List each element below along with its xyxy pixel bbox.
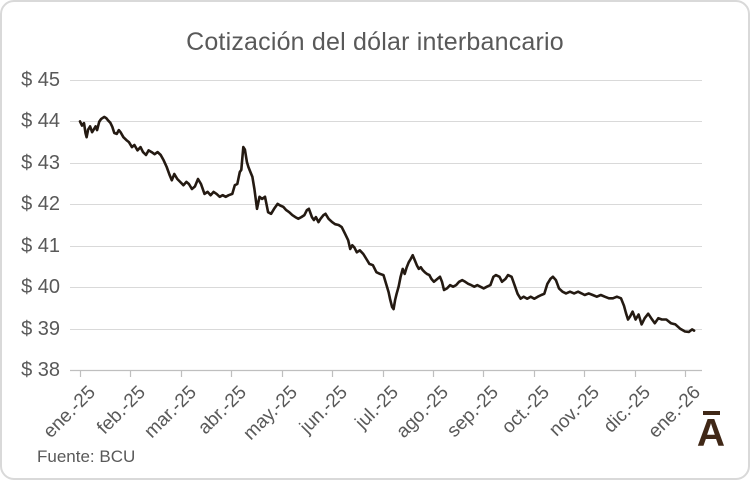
y-axis-label: $ 42 [21,193,60,216]
source-note: Fuente: BCU [37,447,136,466]
y-axis-label: $ 45 [21,69,60,91]
brand-logo: A [694,411,728,455]
y-axis-label: $ 38 [21,359,60,381]
y-axis-label: $ 39 [21,317,60,340]
y-axis-label: $ 40 [21,276,60,299]
brand-logo-macron-icon [702,411,720,415]
brand-logo-letter: A [696,412,726,455]
price-line [78,115,696,334]
y-axis-label: $ 43 [21,151,60,174]
y-axis-label: $ 44 [21,110,60,133]
y-axis-label: $ 41 [21,234,60,257]
chart-title: Cotización del dólar interbancario [186,28,564,56]
